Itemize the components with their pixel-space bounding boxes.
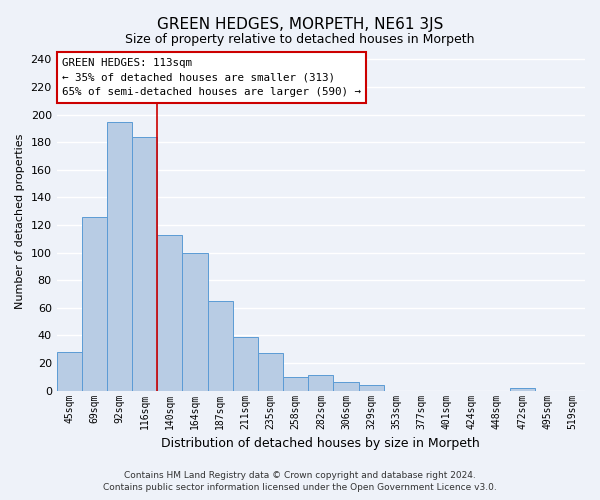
Bar bbox=[509, 388, 535, 390]
Bar bbox=[107, 122, 132, 390]
Bar bbox=[82, 216, 107, 390]
Bar bbox=[334, 382, 359, 390]
Y-axis label: Number of detached properties: Number of detached properties bbox=[15, 134, 25, 310]
Text: GREEN HEDGES, MORPETH, NE61 3JS: GREEN HEDGES, MORPETH, NE61 3JS bbox=[157, 18, 443, 32]
Bar bbox=[182, 252, 208, 390]
Text: GREEN HEDGES: 113sqm
← 35% of detached houses are smaller (313)
65% of semi-deta: GREEN HEDGES: 113sqm ← 35% of detached h… bbox=[62, 58, 361, 97]
Text: Contains HM Land Registry data © Crown copyright and database right 2024.
Contai: Contains HM Land Registry data © Crown c… bbox=[103, 471, 497, 492]
Bar bbox=[359, 385, 384, 390]
Bar bbox=[233, 337, 258, 390]
Bar bbox=[208, 301, 233, 390]
Bar bbox=[308, 376, 334, 390]
X-axis label: Distribution of detached houses by size in Morpeth: Distribution of detached houses by size … bbox=[161, 437, 480, 450]
Bar bbox=[283, 377, 308, 390]
Bar bbox=[132, 136, 157, 390]
Bar bbox=[258, 354, 283, 391]
Bar bbox=[56, 352, 82, 391]
Bar bbox=[157, 234, 182, 390]
Text: Size of property relative to detached houses in Morpeth: Size of property relative to detached ho… bbox=[125, 32, 475, 46]
